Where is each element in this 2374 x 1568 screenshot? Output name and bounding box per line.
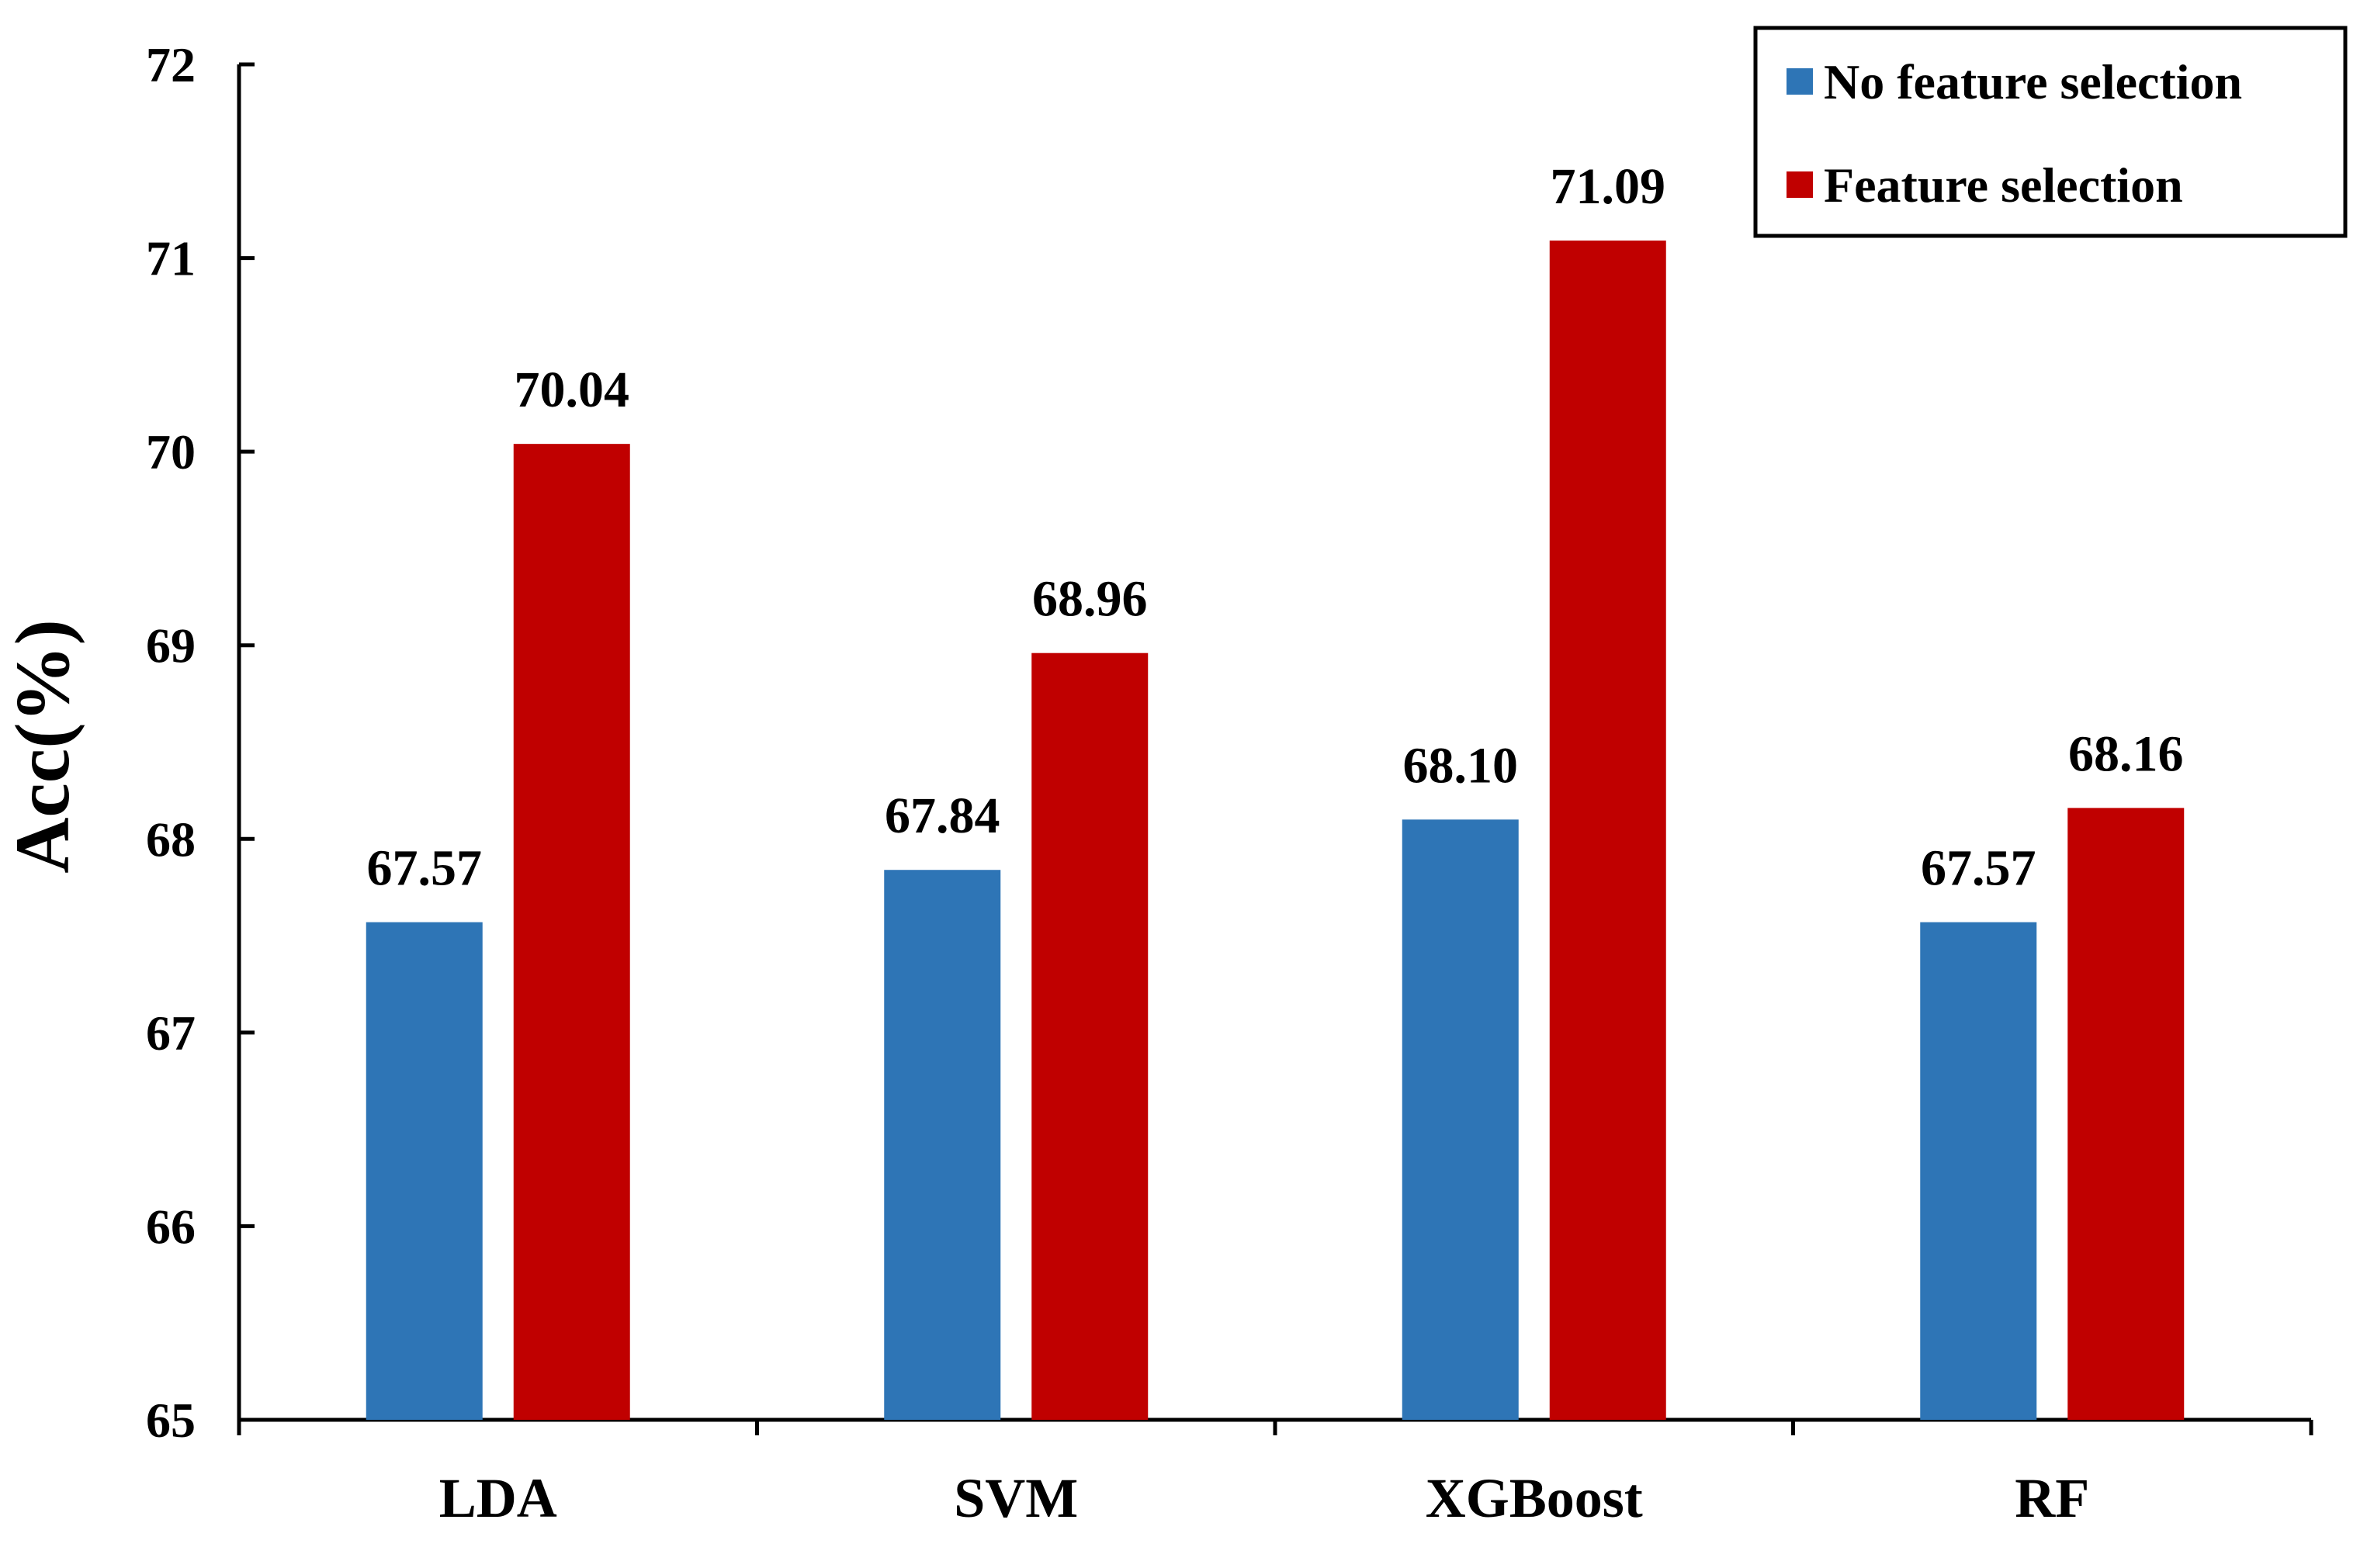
- bar-xgboost-series-0: [1402, 819, 1519, 1420]
- y-axis-title: Acc(%): [0, 619, 85, 874]
- bar-xgboost-series-1: [1549, 241, 1666, 1420]
- bars: [366, 241, 2185, 1421]
- x-tick-label: LDA: [439, 1467, 557, 1529]
- data-label: 68.16: [2068, 725, 2184, 782]
- data-label: 68.96: [1032, 571, 1148, 628]
- bar-svm-series-0: [884, 870, 1001, 1420]
- x-tick-label: SVM: [954, 1467, 1078, 1529]
- data-label: 71.09: [1551, 158, 1666, 215]
- bar-svm-series-1: [1031, 652, 1149, 1420]
- legend-swatch-feature-selection: [1787, 171, 1813, 198]
- legend: No feature selection Feature selection: [1753, 26, 2348, 238]
- y-tick-label: 69: [146, 618, 196, 673]
- bar-rf-series-1: [2067, 808, 2185, 1420]
- legend-label-no-feature-selection: No feature selection: [1824, 54, 2242, 109]
- y-tick-label: 68: [146, 812, 196, 867]
- legend-label-feature-selection: Feature selection: [1824, 157, 2183, 213]
- y-tick-label: 72: [146, 37, 196, 92]
- data-label: 68.10: [1403, 737, 1519, 794]
- data-label: 67.57: [367, 840, 483, 897]
- data-label: 70.04: [515, 362, 630, 418]
- axes: 65 66 67 68 69 70 71 72 LDA SVM XGBoost RF: [146, 37, 2313, 1529]
- bar-lda-series-0: [366, 922, 483, 1420]
- legend-swatch-no-feature-selection: [1787, 68, 1813, 95]
- data-label: 67.84: [885, 787, 1000, 844]
- y-tick-label: 71: [146, 231, 196, 286]
- y-tick-label: 65: [146, 1393, 196, 1448]
- x-tick-label: RF: [2015, 1467, 2089, 1529]
- data-labels: 67.57 67.84 68.10 67.57 70.04 68.96 71.09 68.16: [367, 158, 2184, 896]
- bar-rf-series-0: [1920, 922, 2037, 1420]
- legend-box: [1753, 26, 2348, 238]
- x-tick-label: XGBoost: [1426, 1467, 1643, 1529]
- bar-lda-series-1: [513, 444, 630, 1421]
- data-label: 67.57: [1921, 840, 2036, 897]
- y-tick-label: 66: [146, 1199, 196, 1254]
- y-tick-label: 67: [146, 1006, 196, 1061]
- y-tick-label: 70: [146, 424, 196, 479]
